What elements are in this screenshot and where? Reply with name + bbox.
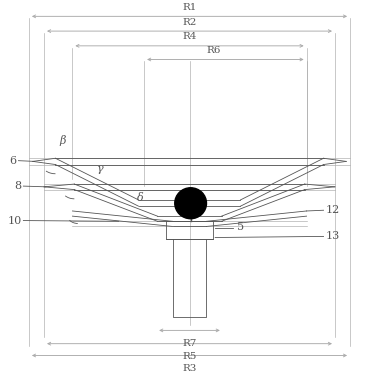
Text: 8: 8: [14, 181, 22, 191]
Circle shape: [175, 188, 207, 219]
Text: R1: R1: [182, 3, 197, 12]
Text: δ: δ: [137, 193, 143, 202]
Text: R3: R3: [182, 364, 197, 373]
Text: 12: 12: [326, 205, 340, 215]
Text: R4: R4: [182, 32, 197, 41]
Text: 13: 13: [326, 231, 340, 242]
Text: γ: γ: [97, 164, 103, 174]
Text: β: β: [59, 135, 66, 146]
Text: 5: 5: [237, 222, 244, 232]
Text: 10: 10: [7, 216, 22, 225]
Text: R5: R5: [182, 352, 197, 361]
Text: R6: R6: [207, 46, 221, 55]
Text: R7: R7: [182, 339, 197, 348]
Text: R2: R2: [182, 18, 197, 27]
Text: 6: 6: [9, 156, 17, 166]
